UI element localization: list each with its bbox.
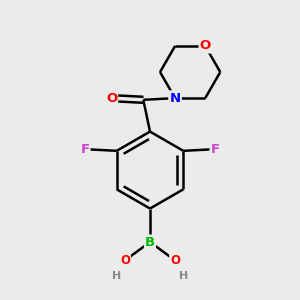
Text: N: N xyxy=(169,92,181,105)
Text: H: H xyxy=(179,272,188,281)
Text: B: B xyxy=(145,236,155,248)
Text: O: O xyxy=(200,40,211,52)
Text: F: F xyxy=(80,143,89,156)
Text: O: O xyxy=(106,92,117,105)
Text: F: F xyxy=(211,143,220,156)
Text: O: O xyxy=(120,254,130,267)
Text: H: H xyxy=(112,272,121,281)
Text: O: O xyxy=(170,254,180,267)
Text: N: N xyxy=(169,92,181,105)
